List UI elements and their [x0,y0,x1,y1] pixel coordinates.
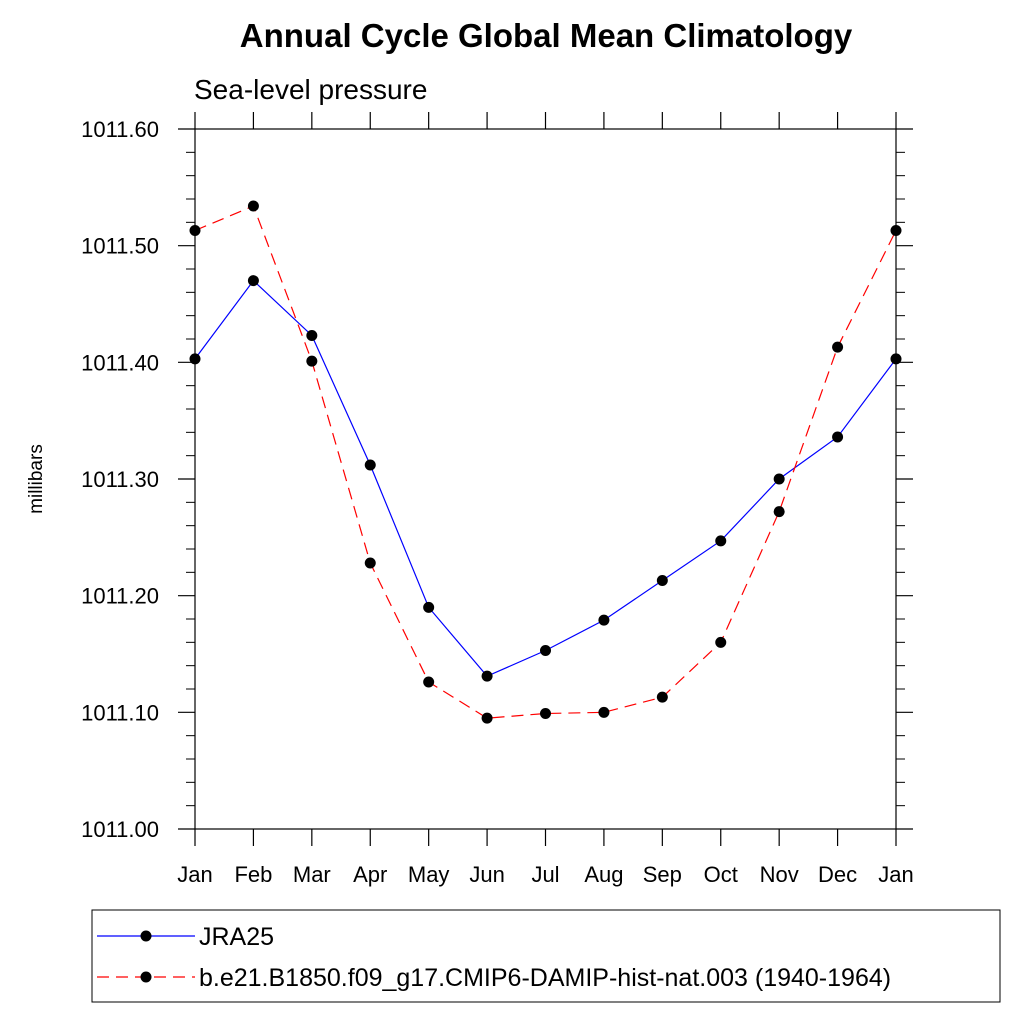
legend-box [91,909,1001,1003]
data-point-series-1 [773,473,785,485]
legend-marker-series-2 [140,971,152,983]
data-point-series-1 [598,614,610,626]
x-tick-label: Jan [878,862,913,887]
data-point-series-1 [890,353,902,365]
data-point-series-1 [656,575,668,586]
data-point-series-1 [306,330,318,341]
data-point-series-1 [715,535,727,547]
series-layer [189,200,902,724]
chart-title: Annual Cycle Global Mean Climatology [240,17,853,54]
data-point-series-2 [247,200,259,212]
y-tick-label: 1011.10 [81,700,159,725]
y-tick-label: 1011.00 [81,817,159,842]
x-tick-label: Jun [469,862,504,887]
data-point-series-2 [306,355,318,367]
data-point-series-1 [364,459,376,471]
data-point-series-2 [656,691,668,703]
x-tick-label: Dec [818,862,857,887]
x-tick-label: May [408,862,450,887]
data-point-series-2 [189,225,201,236]
x-tick-label: Mar [293,862,331,887]
series-line-2 [194,205,897,719]
y-axis-label: millibars [26,444,47,514]
x-tick-label: Apr [353,862,387,887]
data-point-series-2 [832,341,844,353]
data-point-series-2 [364,557,376,569]
x-tick-label: Jan [177,862,212,887]
y-tick-label: 1011.40 [81,350,159,375]
data-point-series-1 [481,670,493,682]
x-tick-label: Oct [704,862,738,887]
data-point-series-2 [890,225,902,236]
y-tick-label: 1011.20 [81,584,159,609]
y-tick-label: 1011.60 [81,117,159,142]
x-tick-label: Jul [531,862,559,887]
legend-label-series-2: b.e21.B1850.f09_g17.CMIP6-DAMIP-hist-nat… [199,964,891,992]
data-point-series-2 [773,506,785,518]
axis-ticks [178,112,913,846]
y-tick-label: 1011.30 [81,467,159,492]
series-line-1 [194,279,897,677]
x-tick-label: Nov [760,862,799,887]
legend-marker-series-1 [140,930,152,942]
chart-subtitle: Sea-level pressure [194,74,427,105]
x-tick-label: Feb [234,862,272,887]
data-point-series-1 [247,275,259,287]
y-tick-label: 1011.50 [81,234,159,259]
data-point-series-2 [481,712,493,724]
data-point-series-1 [832,431,844,443]
data-point-series-2 [423,676,435,688]
data-point-series-2 [540,708,551,719]
x-tick-label: Aug [584,862,623,887]
x-tick-label: Sep [643,862,682,887]
legend: JRA25 b.e21.B1850.f09_g17.CMIP6-DAMIP-hi… [91,909,1001,1003]
data-point-series-2 [715,636,727,648]
data-point-series-1 [540,645,551,656]
data-point-series-2 [598,706,610,718]
data-point-series-1 [189,353,201,365]
x-tick-labels: Jan Feb Mar Apr May Jun Jul Aug Sep Oct Nov Dec Jan [177,862,913,887]
y-tick-labels: 1011.00 1011.10 1011.20 1011.30 1011.40 1011.… [81,117,159,842]
legend-label-series-1: JRA25 [199,923,274,951]
data-point-series-1 [423,601,435,613]
